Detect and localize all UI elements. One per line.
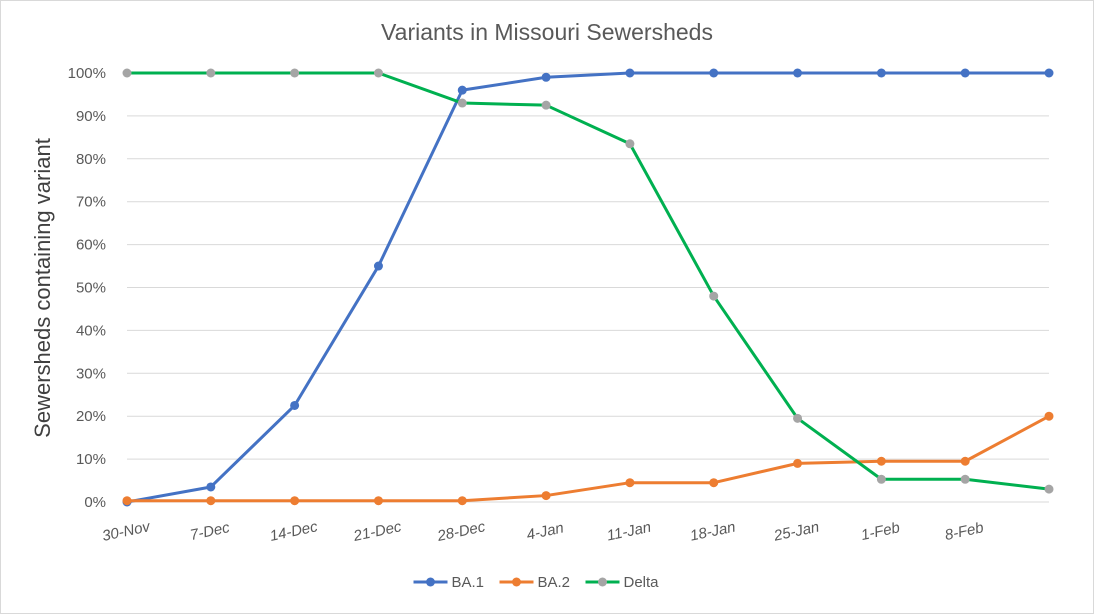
- y-tick-label: 40%: [76, 322, 106, 339]
- data-point-ba-2: [290, 496, 300, 506]
- data-point-delta: [709, 291, 719, 301]
- x-tick-label: 30-Nov: [101, 518, 153, 545]
- series-delta: [122, 68, 1054, 494]
- y-axis-ticks: 0% 10% 20% 30% 40% 50% 60% 70% 80% 90% 100%: [68, 65, 106, 511]
- data-point-delta: [373, 68, 383, 78]
- legend-label: BA.1: [452, 574, 485, 591]
- x-tick-label: 1-Feb: [859, 519, 901, 544]
- legend-label: Delta: [624, 574, 660, 591]
- data-point-ba-2: [457, 496, 467, 506]
- data-point-ba-2: [1044, 411, 1054, 421]
- x-tick-label: 4-Jan: [525, 519, 565, 543]
- y-tick-label: 90%: [76, 108, 106, 125]
- legend-label: BA.2: [538, 574, 571, 591]
- y-tick-label: 60%: [76, 237, 106, 254]
- data-point-ba-1: [373, 261, 383, 271]
- x-tick-label: 8-Feb: [943, 519, 985, 544]
- x-tick-label: 18-Jan: [689, 519, 737, 545]
- data-point-ba-2: [625, 478, 635, 488]
- data-point-ba-1: [457, 85, 467, 95]
- data-point-ba-2: [206, 496, 216, 506]
- y-tick-label: 20%: [76, 408, 106, 425]
- series-line-ba-1: [125, 71, 1051, 504]
- series-ba-2: [122, 411, 1054, 506]
- data-point-ba-1: [206, 482, 216, 492]
- data-point-delta: [793, 413, 803, 423]
- y-tick-label: 80%: [76, 151, 106, 168]
- data-point-ba-1: [876, 68, 886, 78]
- data-point-delta: [290, 68, 300, 78]
- data-point-delta: [457, 98, 467, 108]
- y-axis-label: Sewersheds containing variant: [30, 138, 55, 438]
- y-tick-label: 10%: [76, 451, 106, 468]
- data-point-ba-2: [373, 496, 383, 506]
- x-tick-label: 7-Dec: [189, 519, 232, 544]
- legend: BA.1 BA.2 Delta: [413, 574, 660, 591]
- data-point-delta: [122, 68, 132, 78]
- y-tick-label: 100%: [68, 65, 106, 82]
- data-point-ba-1: [1044, 68, 1054, 78]
- data-point-ba-1: [793, 68, 803, 78]
- x-tick-label: 25-Jan: [771, 519, 820, 545]
- y-tick-label: 0%: [84, 494, 106, 511]
- series-line-delta: [125, 71, 1051, 491]
- data-point-ba-2: [541, 491, 551, 501]
- y-tick-label: 70%: [76, 194, 106, 211]
- x-tick-label: 11-Jan: [605, 519, 652, 545]
- legend-marker: [426, 577, 435, 587]
- data-point-ba-1: [625, 68, 635, 78]
- data-point-ba-1: [541, 72, 551, 82]
- series-line-ba-2: [125, 414, 1051, 503]
- legend-item-ba-2: BA.2: [499, 574, 571, 591]
- data-point-ba-2: [876, 456, 886, 466]
- gridlines: [127, 72, 1049, 503]
- data-point-delta: [876, 474, 886, 484]
- y-tick-label: 50%: [76, 280, 106, 297]
- data-point-ba-2: [122, 496, 132, 506]
- legend-marker: [512, 577, 521, 587]
- data-point-delta: [625, 139, 635, 149]
- data-point-ba-1: [290, 400, 300, 410]
- legend-item-ba-1: BA.1: [413, 574, 485, 591]
- data-point-delta: [1044, 484, 1054, 494]
- data-point-ba-2: [793, 458, 803, 468]
- legend-item-delta: Delta: [585, 574, 660, 591]
- y-tick-label: 30%: [76, 365, 106, 382]
- chart-title: Variants in Missouri Sewersheds: [381, 19, 713, 45]
- data-point-delta: [960, 474, 970, 484]
- x-tick-label: 14-Dec: [268, 518, 319, 545]
- x-tick-label: 28-Dec: [435, 518, 487, 545]
- legend-marker: [598, 577, 607, 587]
- data-point-delta: [541, 100, 551, 110]
- data-point-ba-2: [960, 456, 970, 466]
- x-tick-label: 21-Dec: [351, 518, 403, 545]
- data-point-ba-2: [709, 478, 719, 488]
- x-axis-ticks: 30-Nov 7-Dec 14-Dec 21-Dec 28-Dec 4-Jan 11-Jan…: [101, 518, 986, 545]
- series-layer: [122, 68, 1054, 507]
- data-point-delta: [206, 68, 216, 78]
- data-point-ba-1: [709, 68, 719, 78]
- data-point-ba-1: [960, 68, 970, 78]
